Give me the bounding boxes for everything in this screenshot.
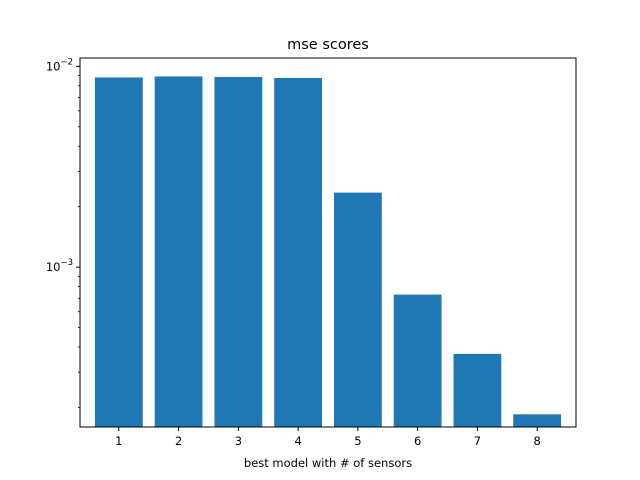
x-tick-label: 4	[294, 434, 301, 448]
x-tick-label: 8	[533, 434, 540, 448]
chart-title: mse scores	[287, 37, 369, 53]
bar-7	[453, 353, 502, 427]
y-axis-ticks: 10−2 10−3	[46, 57, 80, 408]
bar-5	[333, 192, 382, 427]
x-tick-label: 7	[474, 434, 481, 448]
x-axis-ticks: 1 2 3 4 5 6 7 8	[115, 427, 541, 448]
x-tick-label: 3	[235, 434, 242, 448]
bar-6	[393, 294, 442, 427]
x-axis-label: best model with # of sensors	[244, 456, 412, 470]
bar-8	[513, 414, 562, 427]
bars-group	[94, 76, 562, 428]
bar-1	[94, 77, 143, 428]
bar-4	[274, 77, 323, 428]
x-tick-label: 2	[175, 434, 182, 448]
y-tick-label: 10−3	[46, 258, 73, 274]
x-tick-label: 5	[354, 434, 361, 448]
y-tick-label: 10−2	[46, 57, 73, 73]
plot-frame	[79, 57, 577, 428]
x-tick-label: 6	[414, 434, 421, 448]
bar-2	[154, 76, 203, 427]
bar-3	[214, 76, 263, 427]
x-tick-label: 1	[115, 434, 122, 448]
